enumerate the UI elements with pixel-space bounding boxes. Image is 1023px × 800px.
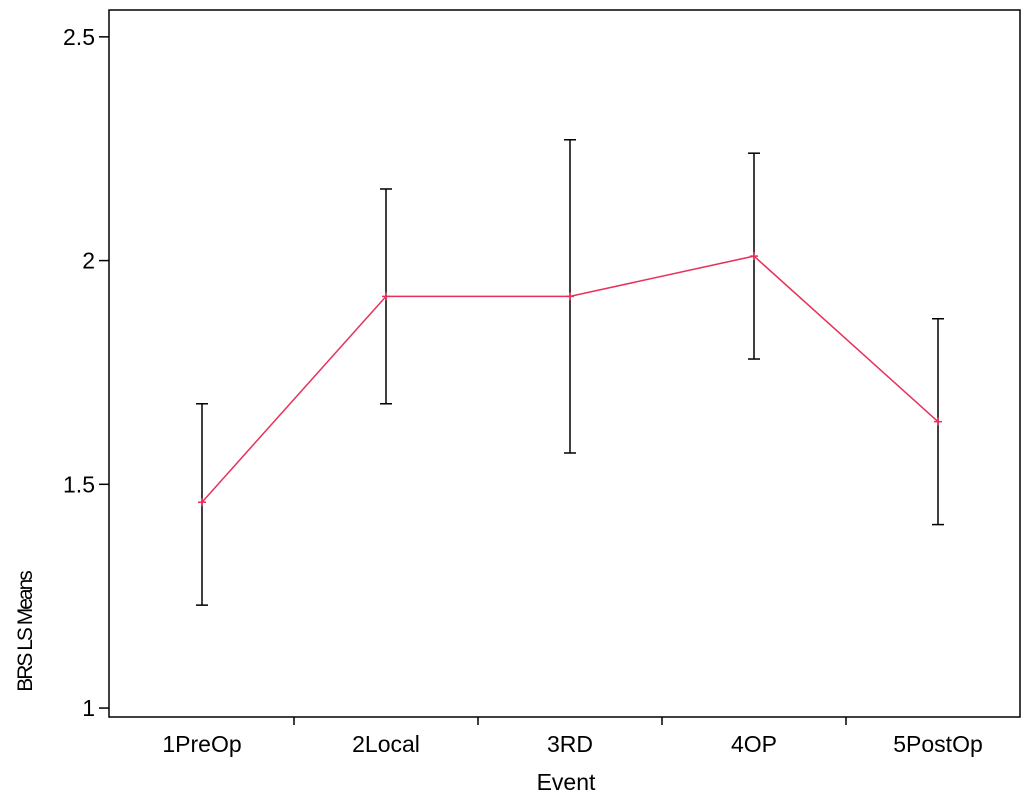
- x-tick-label: 1PreOp: [162, 731, 241, 757]
- x-tick-label: 2Local: [352, 731, 420, 757]
- y-tick-label: 1: [82, 695, 95, 721]
- data-point: [382, 292, 390, 301]
- data-point: [198, 498, 206, 507]
- x-axis: 1PreOp 2Local 3RD 4OP 5PostOp: [162, 717, 983, 757]
- x-tick-label: 5PostOp: [893, 731, 983, 757]
- y-tick-label: 2.5: [63, 24, 95, 50]
- y-axis: 1 1.5 2 2.5: [63, 24, 109, 721]
- data-point: [750, 252, 758, 261]
- y-axis-title: BRS LS Means: [14, 571, 37, 692]
- error-bars: [196, 139, 944, 606]
- plot-frame: [108, 9, 1021, 718]
- x-tick-label: 4OP: [731, 731, 777, 757]
- y-tick-label: 2: [82, 248, 95, 274]
- data-point: [934, 417, 942, 426]
- y-tick-label: 1.5: [63, 471, 95, 497]
- x-tick-label: 3RD: [547, 731, 593, 757]
- series-group: [198, 252, 942, 507]
- data-point: [566, 292, 574, 301]
- x-axis-title: Event: [537, 769, 596, 795]
